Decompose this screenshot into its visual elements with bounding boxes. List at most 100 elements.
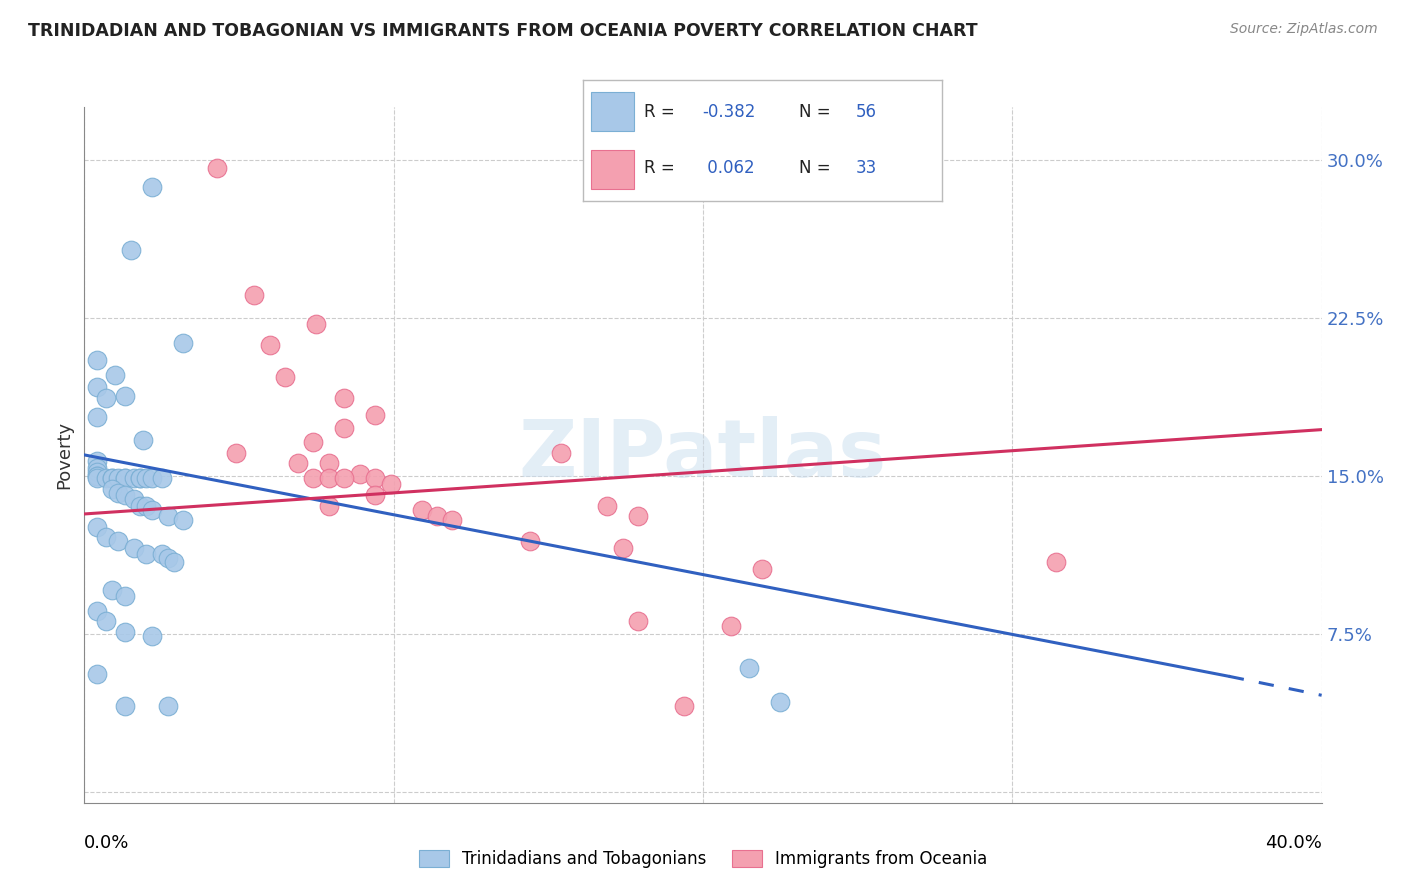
Point [94, 530, 117, 544]
Point [135, 499, 157, 513]
Text: 33: 33 [856, 159, 877, 178]
Y-axis label: Poverty: Poverty [55, 421, 73, 489]
Text: N =: N = [799, 103, 835, 120]
Text: -0.382: -0.382 [702, 103, 755, 120]
Point [720, 618, 742, 632]
Point [302, 435, 325, 450]
Text: 40.0%: 40.0% [1265, 834, 1322, 852]
Point [207, 161, 229, 176]
Legend: Trinidadians and Tobagonians, Immigrants from Oceania: Trinidadians and Tobagonians, Immigrants… [412, 843, 994, 874]
Point [132, 433, 155, 447]
Point [519, 534, 541, 549]
Point [141, 471, 163, 485]
Point [114, 698, 136, 713]
Point [104, 368, 127, 382]
Point [364, 471, 387, 485]
Point [411, 502, 433, 516]
Point [129, 471, 152, 485]
Point [94, 615, 117, 629]
Text: TRINIDADIAN AND TOBAGONIAN VS IMMIGRANTS FROM OCEANIA POVERTY CORRELATION CHART: TRINIDADIAN AND TOBAGONIAN VS IMMIGRANTS… [28, 22, 977, 40]
Point [86, 604, 108, 618]
Point [627, 509, 650, 524]
Point [114, 471, 136, 485]
Point [259, 338, 281, 352]
Point [101, 582, 124, 597]
Point [612, 541, 634, 555]
Point [86, 469, 108, 483]
Point [141, 502, 163, 516]
Point [333, 420, 356, 434]
Point [596, 499, 619, 513]
Point [150, 471, 173, 485]
Bar [591, 93, 634, 131]
Text: 0.062: 0.062 [702, 159, 755, 178]
Point [426, 509, 449, 524]
Point [101, 482, 124, 496]
Text: ZIPatlas: ZIPatlas [519, 416, 887, 494]
Point [287, 456, 309, 470]
Point [86, 519, 108, 533]
Point [318, 471, 340, 485]
Point [243, 287, 266, 301]
Point [769, 695, 792, 709]
Point [86, 465, 108, 479]
Point [751, 562, 773, 576]
Point [550, 446, 572, 460]
Text: R =: R = [644, 103, 681, 120]
Point [225, 446, 247, 460]
Point [114, 488, 136, 502]
Point [122, 541, 145, 555]
Point [86, 353, 108, 368]
Text: Source: ZipAtlas.com: Source: ZipAtlas.com [1230, 22, 1378, 37]
Point [380, 477, 402, 491]
Point [86, 380, 108, 394]
Point [107, 534, 129, 549]
Point [156, 698, 179, 713]
Point [364, 408, 387, 422]
Point [1045, 556, 1067, 570]
Point [156, 509, 179, 524]
Point [333, 391, 356, 405]
Point [302, 471, 325, 485]
Point [274, 370, 297, 384]
Point [86, 667, 108, 681]
Point [101, 471, 124, 485]
Point [156, 551, 179, 566]
Point [318, 456, 340, 470]
Point [305, 317, 328, 331]
Point [135, 471, 157, 485]
Point [107, 486, 129, 500]
Point [86, 460, 108, 475]
Point [86, 409, 108, 424]
Point [135, 547, 157, 561]
Point [122, 471, 145, 485]
Text: R =: R = [644, 159, 681, 178]
Point [114, 625, 136, 640]
Point [364, 488, 387, 502]
Point [129, 499, 152, 513]
Point [141, 180, 163, 194]
Point [441, 513, 464, 527]
Point [86, 471, 108, 485]
Point [172, 336, 194, 351]
Text: 56: 56 [856, 103, 877, 120]
Point [101, 471, 124, 485]
Point [114, 589, 136, 603]
Text: 0.0%: 0.0% [84, 834, 129, 852]
Point [94, 391, 117, 405]
Point [627, 615, 650, 629]
Point [673, 698, 696, 713]
Bar [591, 150, 634, 188]
Point [129, 471, 152, 485]
Point [94, 471, 117, 485]
Text: N =: N = [799, 159, 835, 178]
Point [120, 244, 142, 258]
Point [122, 492, 145, 507]
Point [349, 467, 371, 481]
Point [172, 513, 194, 527]
Point [141, 629, 163, 643]
Point [738, 661, 761, 675]
Point [114, 471, 136, 485]
Point [114, 389, 136, 403]
Point [150, 547, 173, 561]
